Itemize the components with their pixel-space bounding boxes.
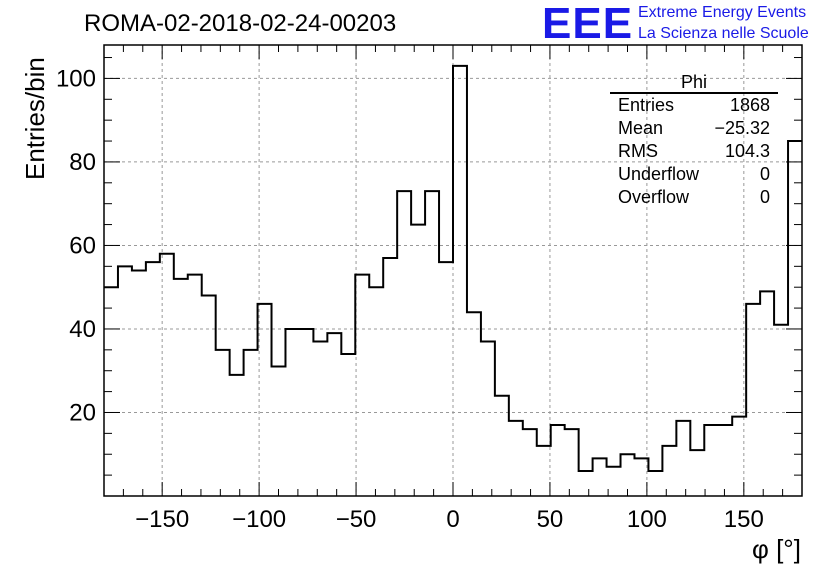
histogram-bin bbox=[676, 421, 690, 496]
histogram-bin bbox=[439, 262, 453, 496]
stats-label: RMS bbox=[618, 141, 658, 161]
histogram-bin bbox=[216, 350, 230, 496]
histogram-bin bbox=[285, 329, 299, 496]
histogram-bin bbox=[397, 191, 411, 496]
x-tick-label: −150 bbox=[135, 506, 189, 533]
histogram-bin bbox=[230, 375, 244, 496]
histogram-bin bbox=[327, 333, 341, 496]
histogram-bin bbox=[425, 191, 439, 496]
histogram-bin bbox=[788, 141, 802, 496]
histogram-bin bbox=[467, 312, 481, 496]
y-tick-label: 60 bbox=[69, 232, 96, 259]
histogram-bin bbox=[593, 458, 607, 496]
histogram-bin bbox=[495, 396, 509, 496]
histogram-bin bbox=[202, 296, 216, 496]
y-tick-label: 40 bbox=[69, 316, 96, 343]
histogram-bin bbox=[704, 425, 718, 496]
stats-label: Overflow bbox=[618, 187, 690, 207]
x-tick-label: −50 bbox=[336, 506, 377, 533]
histogram-bin bbox=[272, 367, 286, 496]
logo-line-2: La Scienza nelle Scuole bbox=[638, 25, 809, 42]
histogram-bin bbox=[746, 304, 760, 496]
histogram-bin bbox=[244, 350, 258, 496]
histogram-bin bbox=[453, 66, 467, 496]
x-tick-label: 50 bbox=[537, 506, 564, 533]
x-axis-label: φ [°] bbox=[752, 534, 801, 564]
y-tick-label: 100 bbox=[56, 65, 96, 92]
histogram-bin bbox=[132, 271, 146, 497]
y-axis-label: Entries/bin bbox=[20, 57, 50, 180]
histogram-bin bbox=[369, 287, 383, 496]
histogram-bin bbox=[313, 341, 327, 496]
chart-title: ROMA-02-2018-02-24-00203 bbox=[84, 10, 397, 37]
histogram-bin bbox=[662, 446, 676, 496]
eee-logo: EEE bbox=[542, 0, 634, 48]
histogram-bin bbox=[118, 266, 132, 496]
x-tick-label: −100 bbox=[232, 506, 286, 533]
stats-row: Underflow 0 bbox=[610, 163, 778, 186]
y-tick-label: 20 bbox=[69, 399, 96, 426]
histogram-bin bbox=[774, 325, 788, 496]
stats-row: Entries 1868 bbox=[610, 94, 778, 117]
y-tick-label: 80 bbox=[69, 149, 96, 176]
x-tick-label: 0 bbox=[446, 506, 459, 533]
histogram-bin bbox=[690, 450, 704, 496]
histogram-bin bbox=[648, 471, 662, 496]
histogram-bin bbox=[551, 425, 565, 496]
histogram-bin bbox=[718, 425, 732, 496]
stats-label: Underflow bbox=[618, 164, 700, 184]
stats-label: Entries bbox=[618, 95, 675, 115]
histogram-line bbox=[104, 64, 802, 472]
x-tick-label: 100 bbox=[627, 506, 667, 533]
histogram-bin bbox=[537, 446, 551, 496]
histogram-bin bbox=[258, 304, 272, 496]
histogram-bin bbox=[411, 225, 425, 496]
histogram-bin bbox=[621, 454, 635, 496]
stats-value: 0 bbox=[759, 164, 770, 184]
histogram-bin bbox=[760, 291, 774, 496]
histogram-bin bbox=[188, 275, 202, 496]
logo-line-1: Extreme Energy Events bbox=[638, 4, 807, 21]
histogram-bin bbox=[104, 287, 118, 496]
histogram-bin bbox=[565, 429, 579, 496]
histogram-bin bbox=[383, 258, 397, 496]
histogram-bin bbox=[509, 421, 523, 496]
stats-value: 0 bbox=[759, 187, 770, 207]
histogram-bin bbox=[146, 262, 160, 496]
stats-value: 1868 bbox=[729, 95, 770, 115]
histogram-bin bbox=[634, 458, 648, 496]
histogram-bin bbox=[299, 329, 313, 496]
stats-box: Phi Entries 1868 Mean −25.32 RMS 104.3 U… bbox=[610, 72, 778, 209]
histogram-bin bbox=[481, 341, 495, 496]
stats-row: RMS 104.3 bbox=[610, 140, 778, 163]
stats-row: Mean −25.32 bbox=[610, 117, 778, 140]
histogram-bin bbox=[341, 354, 355, 496]
x-tick-label: 150 bbox=[724, 506, 764, 533]
histogram-bin bbox=[732, 417, 746, 496]
histogram-bin bbox=[523, 429, 537, 496]
histogram-bin bbox=[160, 254, 174, 496]
histogram-bin bbox=[579, 471, 593, 496]
histogram-bin bbox=[607, 467, 621, 496]
histogram-bin bbox=[355, 275, 369, 496]
histogram-bin bbox=[174, 279, 188, 496]
stats-value: 104.3 bbox=[724, 141, 770, 161]
stats-title: Phi bbox=[610, 72, 778, 94]
stats-row: Overflow 0 bbox=[610, 186, 778, 209]
stats-value: −25.32 bbox=[714, 118, 770, 138]
stats-label: Mean bbox=[618, 118, 664, 138]
